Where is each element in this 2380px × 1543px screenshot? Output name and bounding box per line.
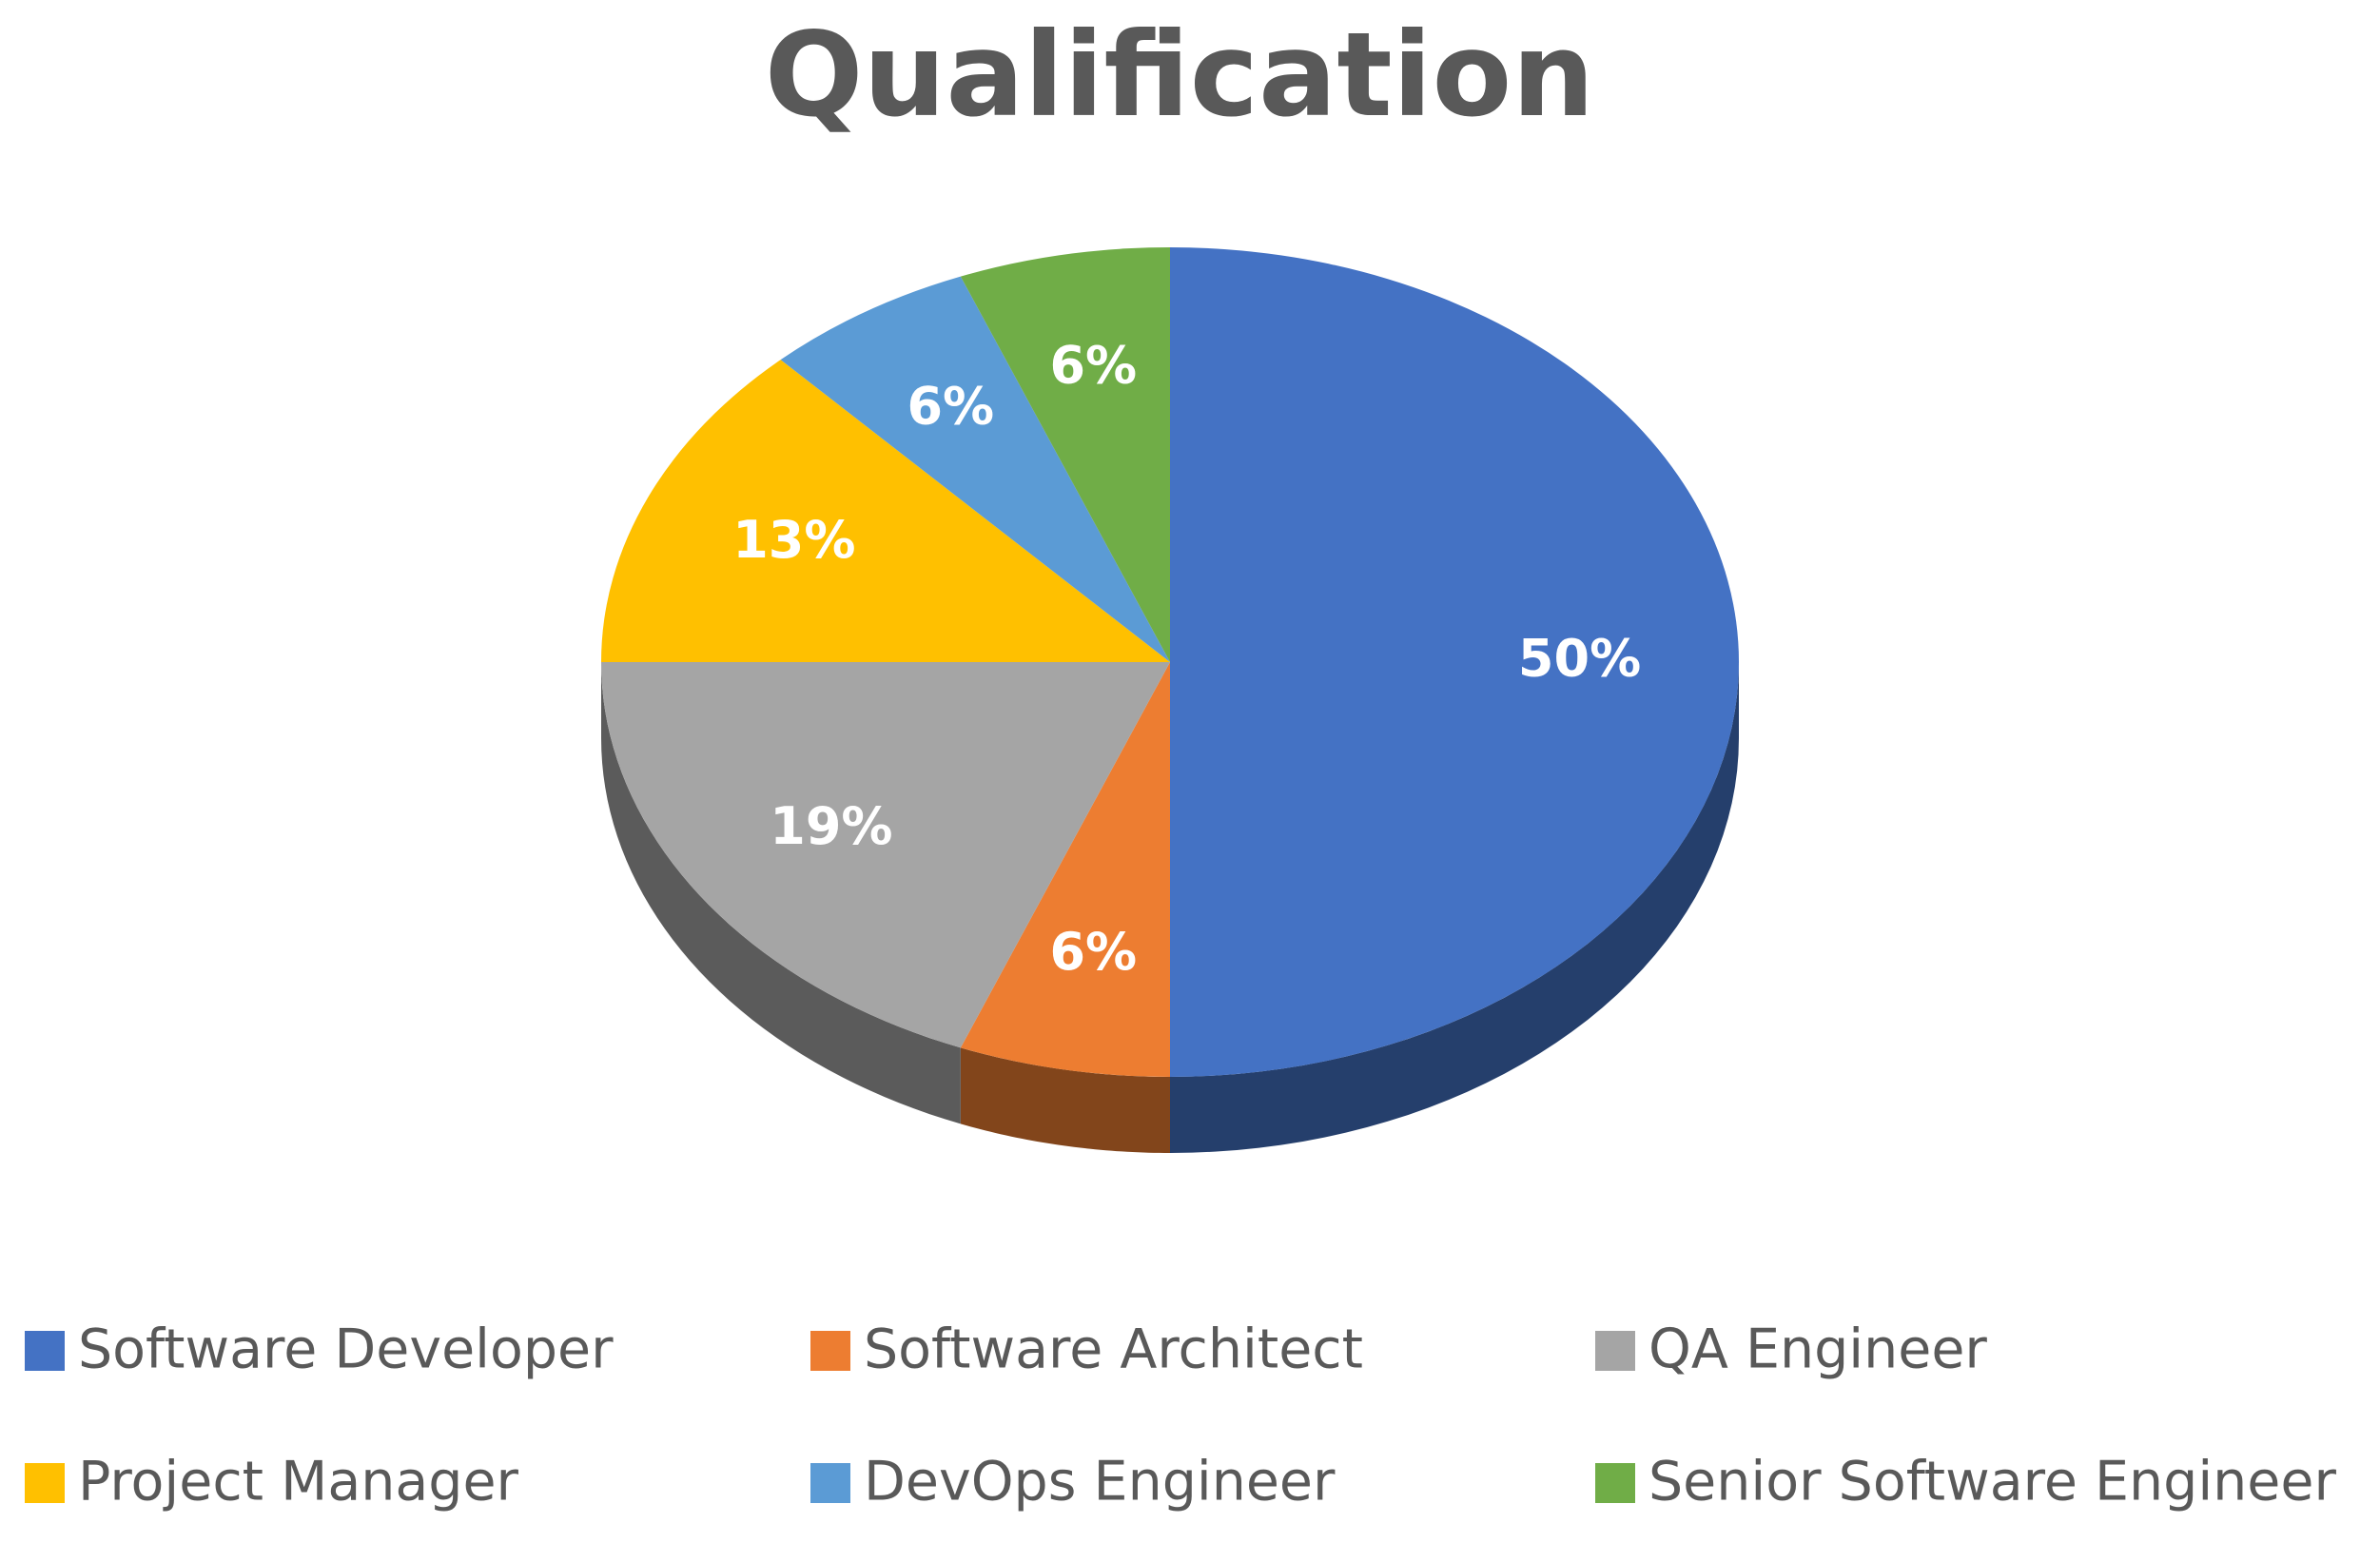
- slice: [960, 247, 1170, 662]
- legend-label: Software Developer: [78, 1318, 614, 1381]
- value-label: 6%: [907, 377, 994, 437]
- chart-title: Qualification: [765, 8, 1594, 143]
- value-label: 6%: [1049, 335, 1137, 395]
- legend-swatch: [1595, 1331, 1635, 1371]
- legend-label: Project Manager: [78, 1451, 519, 1514]
- legend-label: Software Architect: [864, 1318, 1363, 1381]
- pie-slices: [601, 247, 1739, 1077]
- value-labels: 50% 6% 19% 13% 6% 6%: [732, 335, 1641, 982]
- slice-side: [601, 662, 961, 1124]
- slice-side: [960, 1047, 1170, 1153]
- slice-side: [1170, 662, 1739, 1153]
- slice: [601, 662, 1170, 1048]
- pie-sides: [601, 662, 1739, 1153]
- slice: [601, 360, 1170, 662]
- value-label: 19%: [770, 796, 892, 856]
- legend-swatch: [25, 1463, 65, 1503]
- legend-label: QA Engineer: [1648, 1318, 1987, 1381]
- legend-swatch: [810, 1463, 850, 1503]
- legend-label: Senior Software Engineer: [1648, 1451, 2336, 1514]
- legend-label: DevOps Engineer: [864, 1451, 1336, 1514]
- slice: [1170, 247, 1739, 1077]
- value-label: 6%: [1049, 922, 1137, 982]
- slice: [780, 276, 1170, 662]
- legend-swatch: [25, 1331, 65, 1371]
- legend: Software Developer Software Architect QA E…: [25, 1318, 2336, 1514]
- legend-swatch: [1595, 1463, 1635, 1503]
- value-label: 13%: [732, 510, 855, 570]
- value-label: 50%: [1518, 629, 1641, 689]
- legend-swatch: [810, 1331, 850, 1371]
- slice: [960, 662, 1170, 1077]
